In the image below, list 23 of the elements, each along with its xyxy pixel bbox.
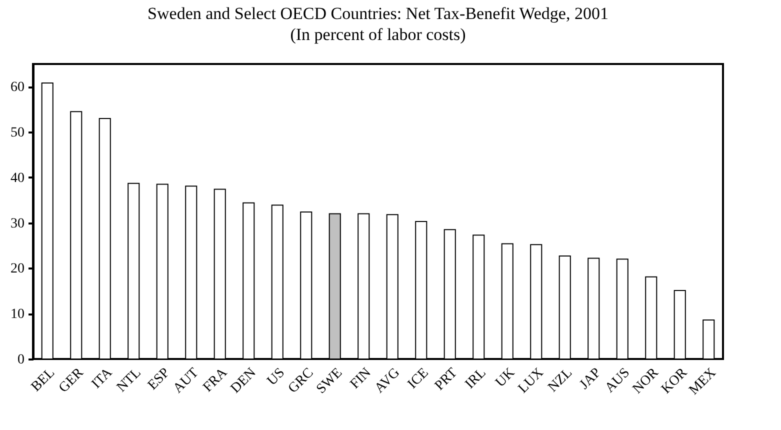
x-tick-label: JAP (577, 365, 604, 393)
x-tick-label: IRL (462, 366, 490, 392)
y-tick-label: 0 (18, 352, 24, 368)
chart-title: Sweden and Select OECD Countries: Net Tax-Benefit Wedge, 2001 (148, 4, 608, 23)
x-tick-label: NTL (114, 366, 144, 396)
y-tick-label: 30 (10, 216, 24, 232)
x-tick-label: UK (493, 366, 518, 390)
x-tick-label: ICE (405, 366, 432, 392)
x-tick-label: FRA (200, 364, 232, 396)
x-tick-label: PRT (432, 365, 461, 394)
x-tick-label: BEL (28, 366, 58, 395)
x-tick-label: US (264, 366, 288, 389)
x-tick-label: ESP (145, 365, 174, 394)
y-tick-label: 10 (10, 307, 24, 322)
x-tick-label: FIN (348, 366, 374, 392)
y-tick-label: 40 (10, 170, 24, 186)
x-tick-label: NZL (546, 366, 576, 396)
y-tick-label: 50 (10, 126, 24, 141)
y-tick-label: 60 (10, 80, 24, 96)
x-tick-label: GER (56, 365, 88, 396)
x-tick-label: ITA (89, 364, 116, 392)
y-tick-label: 20 (10, 262, 24, 277)
chart-subtitle: (In percent of labor costs) (290, 25, 466, 44)
